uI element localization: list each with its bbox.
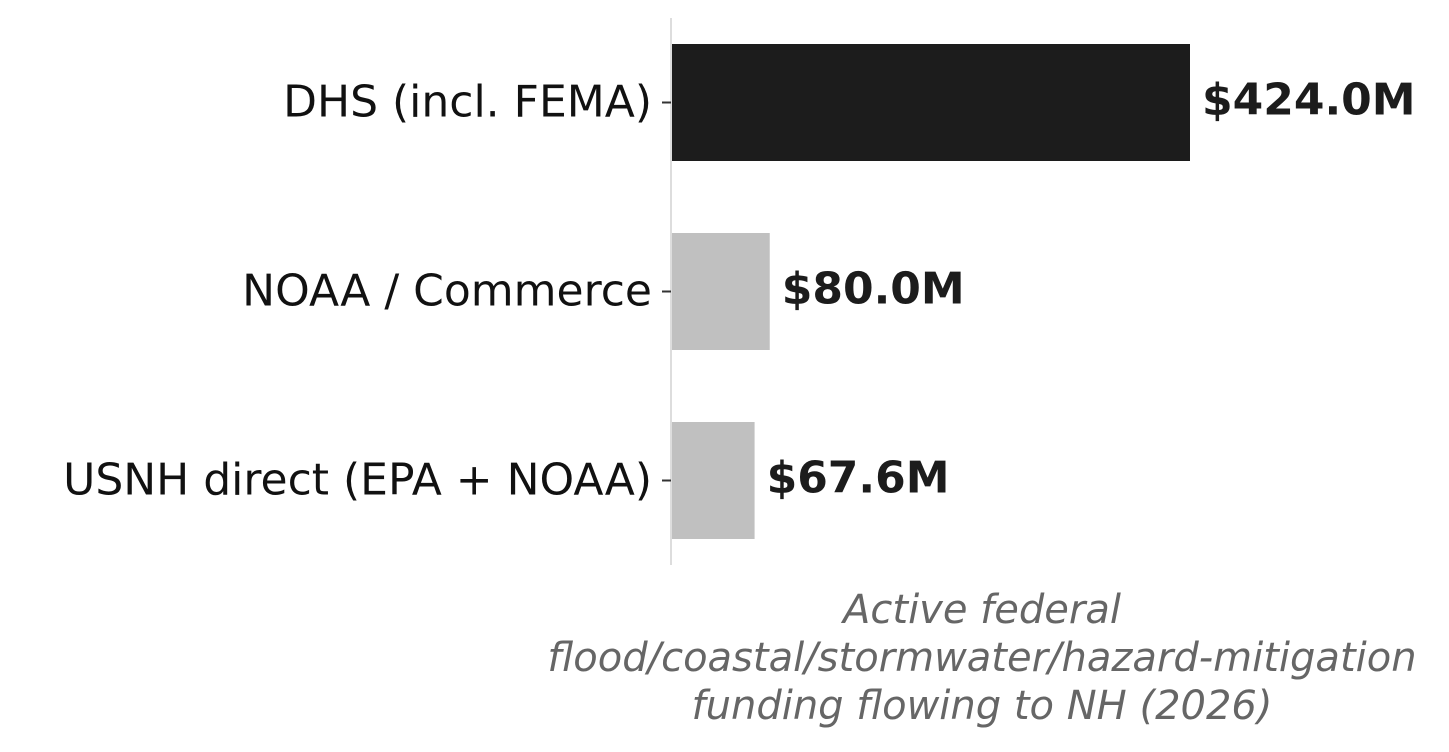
bar — [672, 422, 755, 539]
bar — [672, 44, 1190, 161]
category-label: USNH direct (EPA + NOAA) — [63, 455, 652, 506]
category-label: NOAA / Commerce — [242, 266, 652, 317]
category-label: DHS (incl. FEMA) — [283, 77, 652, 128]
x-axis-label: flood/coastal/stormwater/hazard-mitigati… — [547, 635, 1416, 681]
value-label: $80.0M — [782, 264, 965, 315]
x-axis-label: Active federal — [840, 587, 1121, 633]
value-label: $67.6M — [767, 453, 950, 504]
x-axis-label: funding flowing to NH (2026) — [692, 683, 1273, 729]
value-label: $424.0M — [1202, 75, 1416, 126]
bar — [672, 233, 770, 350]
